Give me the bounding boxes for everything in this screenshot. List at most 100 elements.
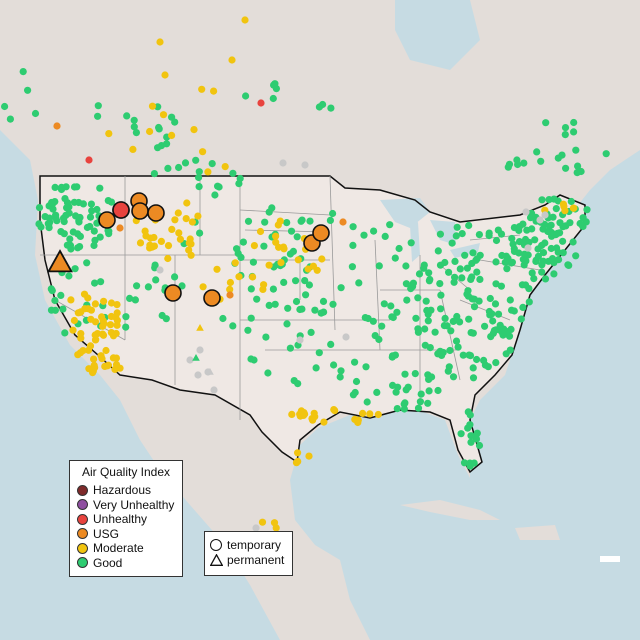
station-marker [288,410,296,418]
station-marker [436,347,444,355]
station-marker [176,235,184,243]
station-marker [66,235,74,243]
triangle-icon [210,553,223,566]
station-marker [508,234,516,243]
station-marker [185,246,193,254]
station-marker [309,416,317,424]
station-marker [178,282,186,290]
station-marker [457,430,465,438]
station-marker [468,273,476,281]
station-marker [284,304,292,312]
station-marker [525,285,533,293]
station-marker [109,332,118,340]
station-marker [74,351,82,359]
cuba [400,500,500,520]
station-marker [151,261,159,269]
station-marker [60,230,68,238]
station-marker [513,156,521,164]
station-marker [296,305,304,314]
station-marker [434,247,442,255]
station-marker [451,273,459,281]
station-marker [269,94,277,103]
station-marker [102,346,110,355]
station-marker [116,224,124,232]
station-marker [67,296,75,304]
station-marker [337,284,345,292]
station-marker [287,227,296,235]
station-marker [60,218,68,226]
station-marker [424,371,432,379]
station-marker [554,248,562,256]
station-marker [250,242,258,250]
unhealthy-swatch [77,513,88,525]
station-marker [562,164,570,172]
station-marker [480,356,488,364]
station-marker [199,283,207,291]
station-marker [133,282,141,290]
station-marker [250,356,258,364]
station-marker [283,219,291,227]
station-marker [90,227,98,235]
station-marker [67,245,75,253]
station-marker [49,205,57,213]
station-marker [304,265,312,273]
station-marker [539,249,548,257]
station-marker [122,323,130,331]
station-marker [131,296,139,304]
legend-label: Moderate [93,541,144,556]
station-marker [146,127,154,136]
permanent-station-marker [47,249,73,273]
station-marker [208,160,216,168]
station-marker [360,231,368,239]
station-marker [465,315,473,323]
station-marker [130,123,138,131]
station-marker [425,269,433,277]
very-unhealthy-swatch [77,499,88,511]
station-marker [76,308,84,317]
station-marker [536,216,544,224]
station-marker [555,256,563,264]
station-marker [195,173,203,182]
station-marker [466,411,474,419]
station-marker [301,161,309,169]
station-marker [195,168,203,176]
station-marker [508,258,516,266]
hudson-bay [395,0,480,70]
station-marker [196,229,204,237]
station-marker [96,184,104,192]
station-marker [319,297,328,305]
usg-event-marker [164,284,182,302]
station-marker [348,263,356,271]
station-marker [152,276,160,284]
station-marker [467,329,475,337]
station-marker [302,291,310,299]
station-marker [156,38,164,46]
aqi-legend-title: Air Quality Index [81,465,171,479]
station-marker [182,215,190,223]
station-marker [51,183,59,191]
station-marker [105,230,113,238]
station-marker [402,262,410,270]
station-marker [292,297,301,306]
station-marker [87,306,95,314]
station-marker [547,244,555,253]
station-marker [441,314,449,322]
station-marker [583,206,591,214]
station-marker [130,116,138,124]
station-marker [171,216,179,224]
moderate-swatch [77,542,88,554]
station-marker [231,259,239,267]
station-marker [164,242,173,250]
station-marker [31,109,40,118]
station-marker [154,103,162,111]
legend-unhealthy: Unhealthy [77,512,182,527]
station-marker [252,524,260,532]
station-marker [296,336,304,344]
station-marker [70,183,79,191]
hazardous-swatch [77,484,88,496]
permanent-station-marker [196,324,204,331]
station-marker [490,326,498,335]
station-marker [249,273,257,281]
station-marker [425,277,433,285]
